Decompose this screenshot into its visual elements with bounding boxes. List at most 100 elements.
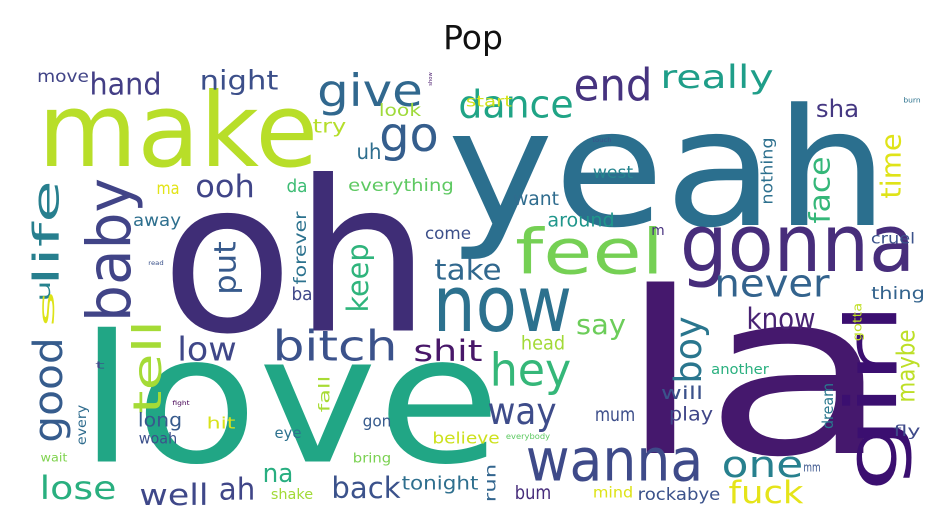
word-take: take [434,254,501,287]
word-touch: touch [592,136,611,144]
word-gon: gon [363,412,392,431]
word-read: read [148,259,163,267]
word-bum: bum [515,482,552,504]
word-way: way [487,389,556,433]
word-time: time [877,133,908,198]
word-life: life [27,180,68,286]
word-back: back [331,471,400,505]
word-maybe: maybe [892,330,921,403]
word-nothing: nothing [758,137,777,204]
word-dance: dance [458,83,573,128]
word-come: come [425,223,471,243]
word-good: good [26,337,72,443]
word-move: move [37,66,89,86]
word-look: look [379,100,422,120]
word-start: start [466,94,512,111]
word-another: another [711,362,769,378]
word-shit: shit [413,334,482,368]
word-yeah: yeah [447,75,889,264]
word-make: make [38,71,318,191]
word-head: head [521,334,565,355]
word-woah: woah [139,431,177,448]
word-gonna: gonna [680,198,915,290]
word-burn: burn [903,96,920,105]
word-wait: wait [41,452,69,465]
chart-title: Pop [443,18,503,57]
word-thing: thing [871,283,925,303]
word-eye: eye [275,424,302,442]
word-keep: keep [341,243,375,312]
word-one: one [722,443,804,486]
word-now: now [433,260,572,350]
word-try: try [313,117,347,138]
word-everybody: everybody [506,431,550,441]
word-rockabye: rockabye [638,484,721,504]
word-play: play [669,405,713,426]
word-ooh: ooh [195,169,255,205]
word-girl: girl [831,302,914,492]
word-will: will [661,384,703,404]
word-na: na [263,459,294,489]
word-forever: forever [290,211,310,284]
word-hit: hit [207,414,236,433]
word-m: m [651,223,664,239]
word-hey: hey [490,344,572,397]
word-fly: fly [894,422,921,440]
word-west: west [593,162,634,182]
word-fuck: fuck [729,475,805,511]
word-tell: tell [125,320,171,414]
word-go: go [379,107,439,163]
word-boy: boy [666,316,710,383]
word-tonight: tonight [402,474,479,495]
word-gotta: gotta [850,303,865,341]
word-mm: mm [803,460,820,475]
word-baby: baby [75,178,145,322]
word-love: love [79,297,501,504]
word-face: face [804,156,837,223]
word-feel: feel [515,216,664,289]
word-dream: dream [819,383,837,429]
word-end: end [574,61,653,112]
word-fall: fall [317,376,334,413]
word-every: every [74,405,90,445]
word-oh: oh [161,136,432,381]
word-night: night [200,66,279,97]
word-hand: hand [90,68,162,103]
word-ba: ba [291,285,312,305]
word-know: know [746,302,815,336]
word-run: run [483,464,500,502]
word-want: want [513,188,559,210]
word-sha: sha [816,95,859,123]
word-la: la [618,244,892,507]
word-wanna: wanna [526,426,704,495]
word-never: never [714,262,829,307]
word-well: well [139,478,208,512]
word-ma: ma [157,178,180,198]
word-da: da [286,177,307,197]
word-ah: ah [219,473,256,508]
word-fight: fight [172,401,190,407]
word-really: really [660,60,773,96]
word-u: u [33,280,55,301]
word-t: t [95,361,105,372]
word-low: low [177,330,237,369]
word-s: s [35,291,59,328]
word-away: away [133,210,181,230]
word-bring: bring [353,452,391,467]
word-uh: uh [357,140,382,164]
word-mum: mum [595,404,635,426]
word-show: show [428,72,434,86]
word-cruel: cruel [871,231,915,248]
word-everything: everything [348,175,454,195]
word-bitch: bitch [273,322,398,371]
word-long: long [138,411,182,432]
word-believe: believe [432,429,499,448]
word-around: around [547,211,614,232]
word-mind: mind [593,485,633,502]
word-put: put [209,241,244,295]
word-give: give [317,66,423,117]
word-say: say [576,308,626,341]
word-shake: shake [271,487,313,503]
word-lose: lose [40,469,117,507]
